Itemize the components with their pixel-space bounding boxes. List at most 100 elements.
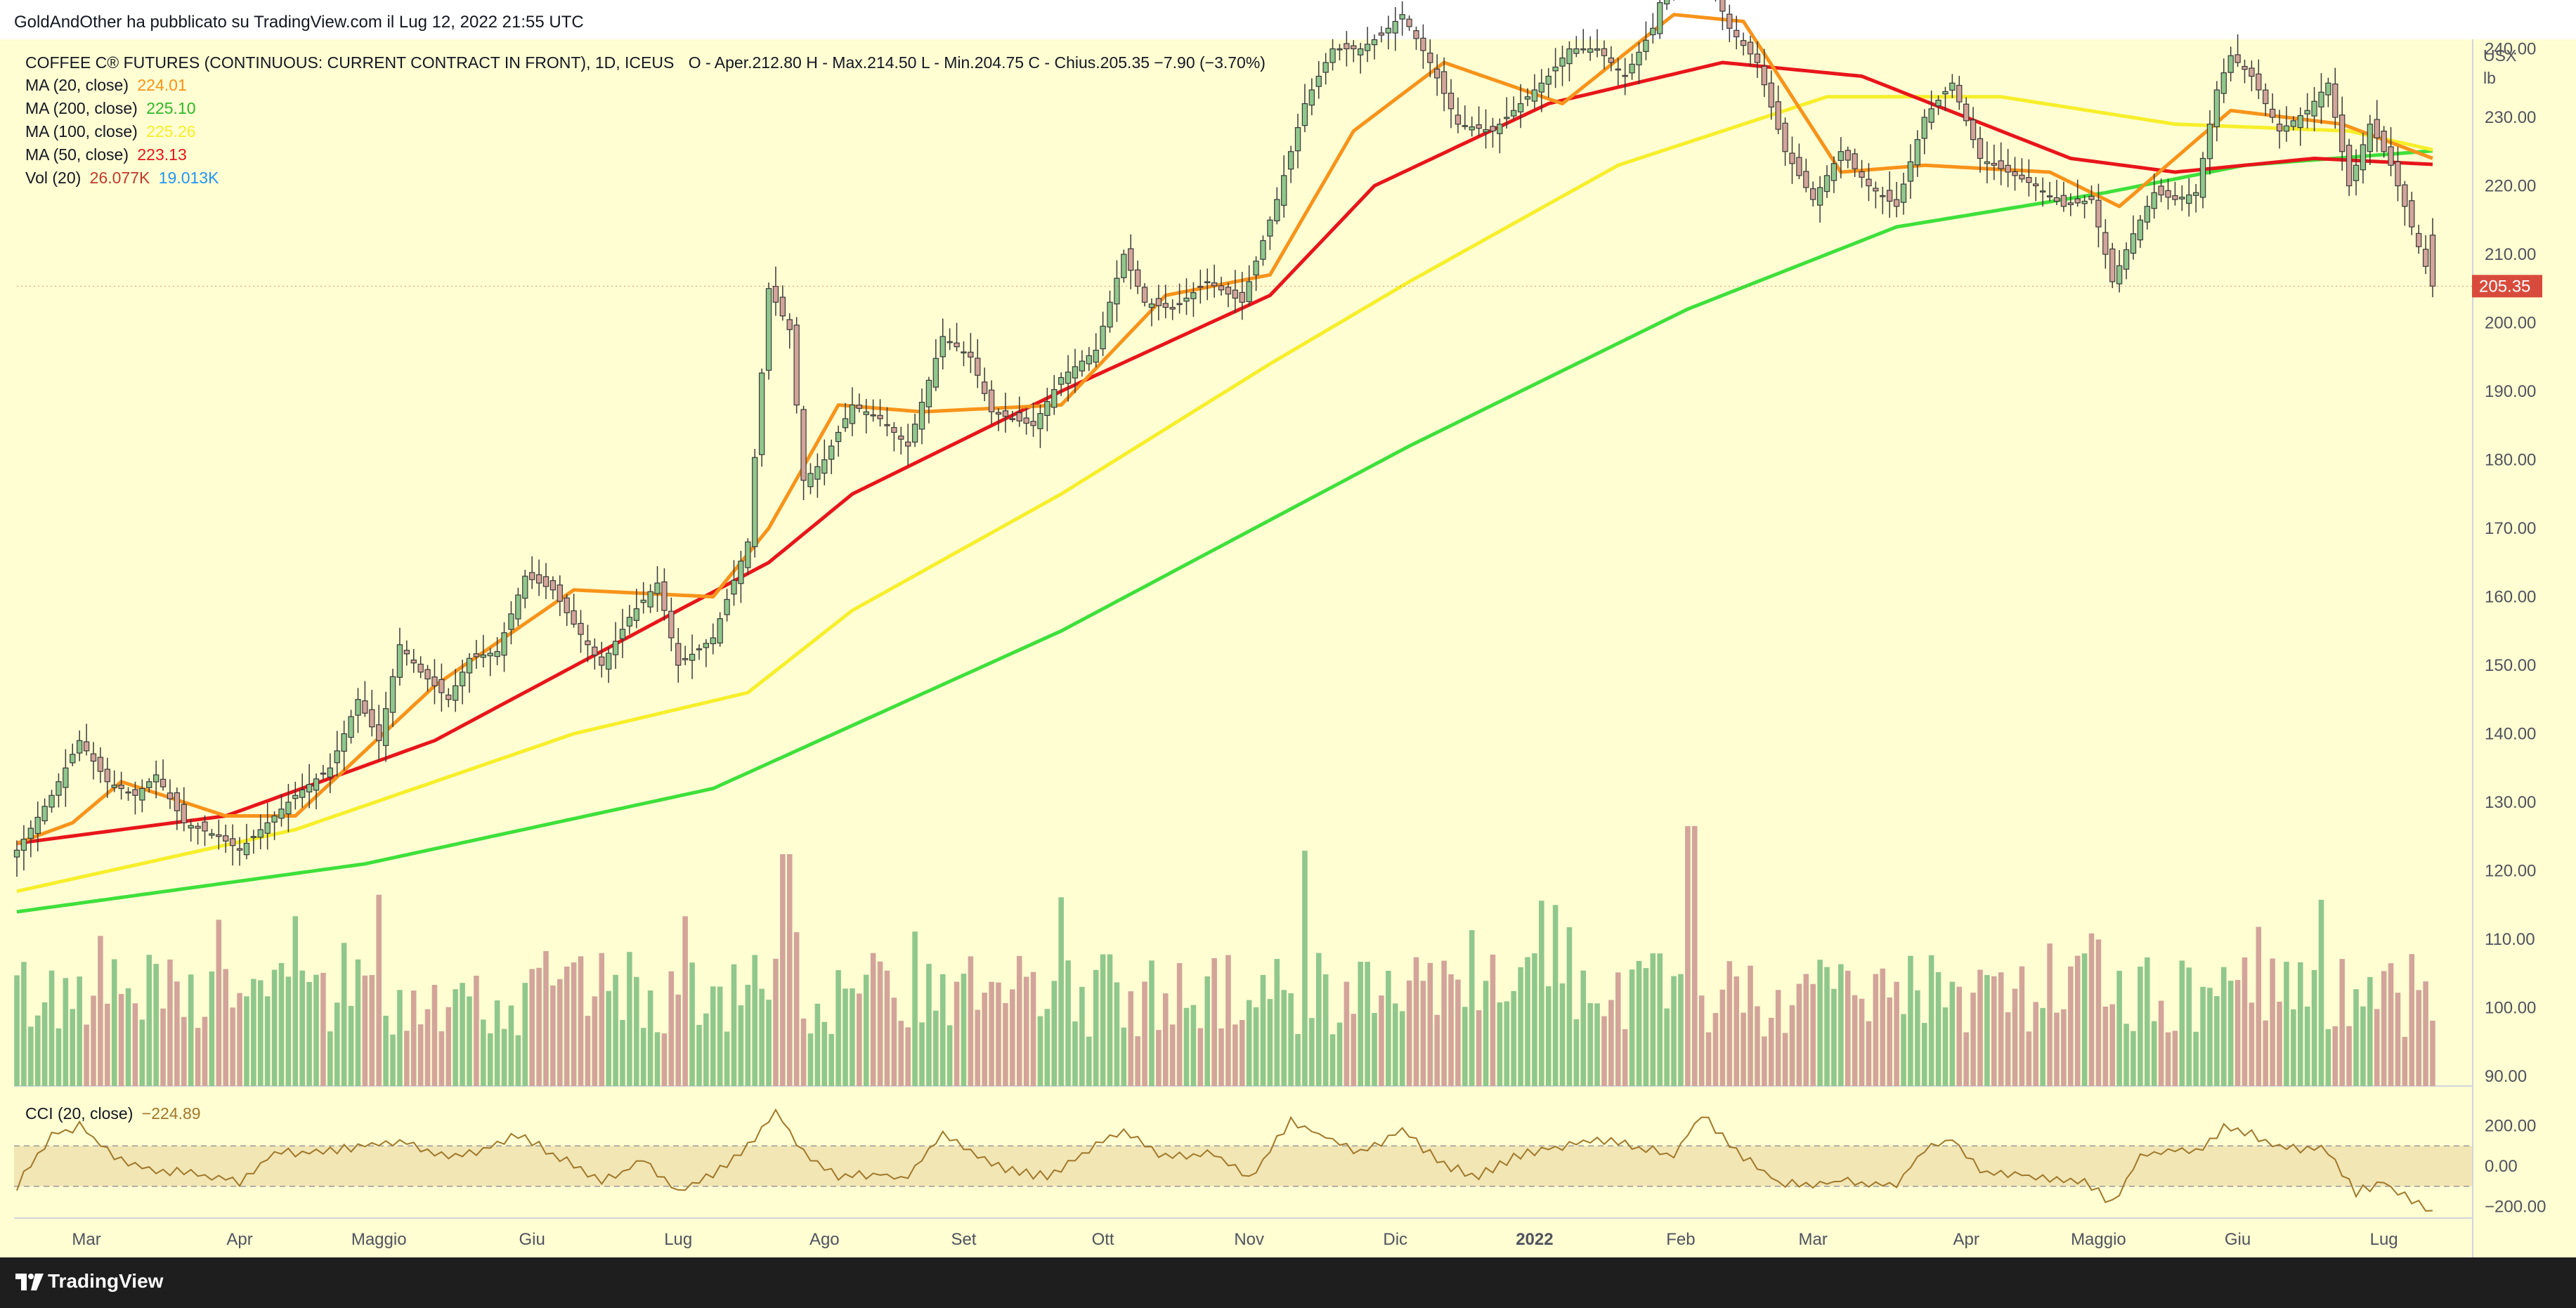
- volume-bar: [299, 970, 305, 1086]
- legend-ma100-label: MA (100, close): [25, 122, 138, 140]
- volume-bar: [1698, 995, 1705, 1086]
- candle-body: [1880, 195, 1886, 197]
- legend-ma100[interactable]: MA (100, close) 225.26: [25, 122, 196, 141]
- candle-body: [1148, 303, 1155, 308]
- volume-bar: [1615, 972, 1621, 1086]
- volume-bar: [431, 984, 438, 1086]
- volume-bar: [1908, 955, 1913, 1086]
- volume-bar: [1351, 1014, 1357, 1086]
- volume-bar: [2235, 980, 2241, 1086]
- candlestick: [480, 634, 486, 668]
- candlestick: [1413, 26, 1419, 50]
- volume-bar: [1322, 974, 1329, 1086]
- candlestick: [1601, 40, 1608, 70]
- candle-body: [2353, 164, 2360, 181]
- candlestick: [975, 339, 981, 388]
- candle-body: [2067, 202, 2074, 205]
- candle-body: [828, 445, 835, 460]
- candlestick: [1016, 396, 1022, 427]
- volume-bar: [2304, 1006, 2310, 1086]
- volume-bar: [362, 975, 368, 1086]
- candle-body: [1887, 190, 1893, 202]
- candle-body: [807, 473, 814, 488]
- candle-body: [1935, 100, 1941, 107]
- legend-volume[interactable]: Vol (20) 26.077K 19.013K: [25, 169, 219, 188]
- volume-bar: [2270, 958, 2275, 1086]
- candle-body: [257, 829, 264, 838]
- tradingview-logo-icon[interactable]: [14, 1271, 45, 1293]
- candlestick: [1483, 109, 1489, 149]
- candle-body: [1956, 84, 1963, 103]
- candle-body: [327, 767, 334, 778]
- candle-body: [522, 575, 528, 599]
- footer-brand[interactable]: TradingView: [48, 1270, 164, 1292]
- volume-bar: [14, 975, 20, 1086]
- candle-body: [1399, 14, 1405, 20]
- volume-bar: [1789, 1005, 1795, 1086]
- volume-bar: [2054, 1012, 2060, 1086]
- candlestick: [1866, 163, 1872, 202]
- candlestick: [2249, 60, 2255, 91]
- price-axis[interactable]: [2472, 39, 2576, 1257]
- candlestick: [557, 575, 563, 617]
- volume-bar: [63, 978, 69, 1086]
- candle-body: [63, 767, 69, 788]
- candlestick: [696, 644, 703, 660]
- legend-cci[interactable]: CCI (20, close) −224.89: [25, 1104, 201, 1123]
- candlestick: [2102, 218, 2109, 269]
- candlestick: [195, 822, 201, 845]
- candlestick: [1580, 29, 1587, 54]
- candlestick: [571, 594, 577, 628]
- candlestick: [2422, 235, 2429, 275]
- volume-bar: [1984, 975, 1990, 1086]
- volume-bar: [77, 976, 82, 1086]
- volume-bar: [1545, 986, 1552, 1086]
- time-tick-label: Maggio: [351, 1230, 407, 1249]
- candle-body: [2339, 115, 2346, 152]
- volume-bar: [1594, 1003, 1600, 1086]
- candle-body: [682, 658, 689, 660]
- candle-body: [1427, 52, 1433, 63]
- candlestick: [1643, 21, 1649, 60]
- volume-bar: [2145, 957, 2150, 1086]
- candle-body: [626, 617, 633, 627]
- candlestick: [1093, 333, 1099, 367]
- candle-body: [2130, 233, 2137, 254]
- candlestick: [835, 425, 842, 457]
- candle-body: [2144, 206, 2150, 223]
- candlestick: [911, 413, 918, 447]
- time-tick-label: Lug: [2370, 1230, 2398, 1249]
- volume-bar: [2284, 962, 2289, 1086]
- candle-body: [689, 653, 696, 661]
- candlestick: [793, 317, 800, 414]
- volume-bar: [376, 894, 382, 1086]
- candle-body: [376, 724, 382, 741]
- volume-bar: [2047, 943, 2053, 1086]
- legend-vol-label: Vol (20): [25, 169, 82, 187]
- candle-body: [947, 341, 953, 344]
- candle-body: [1406, 18, 1412, 27]
- volume-bar: [1685, 826, 1691, 1086]
- candle-body: [2206, 124, 2213, 159]
- candle-body: [1650, 27, 1656, 36]
- candle-body: [821, 459, 828, 474]
- legend-ma50[interactable]: MA (50, close) 223.13: [25, 145, 187, 164]
- legend-ma20[interactable]: MA (20, close) 224.01: [25, 76, 187, 95]
- volume-bar: [2346, 1026, 2352, 1086]
- candlestick: [1072, 348, 1079, 393]
- published-caption: GoldAndOther ha pubblicato su TradingVie…: [14, 13, 584, 32]
- volume-bar: [1344, 981, 1350, 1086]
- volume-bar: [766, 1000, 772, 1086]
- candle-body: [1998, 160, 2004, 169]
- volume-bar: [1580, 970, 1587, 1086]
- volume-bar: [1622, 1029, 1628, 1086]
- volume-bar: [996, 982, 1001, 1086]
- candlestick: [501, 622, 507, 672]
- candlestick: [2339, 96, 2346, 171]
- candlestick: [1155, 285, 1162, 321]
- volume-bar: [417, 1024, 424, 1086]
- legend-ma200[interactable]: MA (200, close) 225.10: [25, 99, 196, 118]
- volume-bar: [1817, 960, 1823, 1086]
- time-tick-label: Mar: [72, 1230, 100, 1249]
